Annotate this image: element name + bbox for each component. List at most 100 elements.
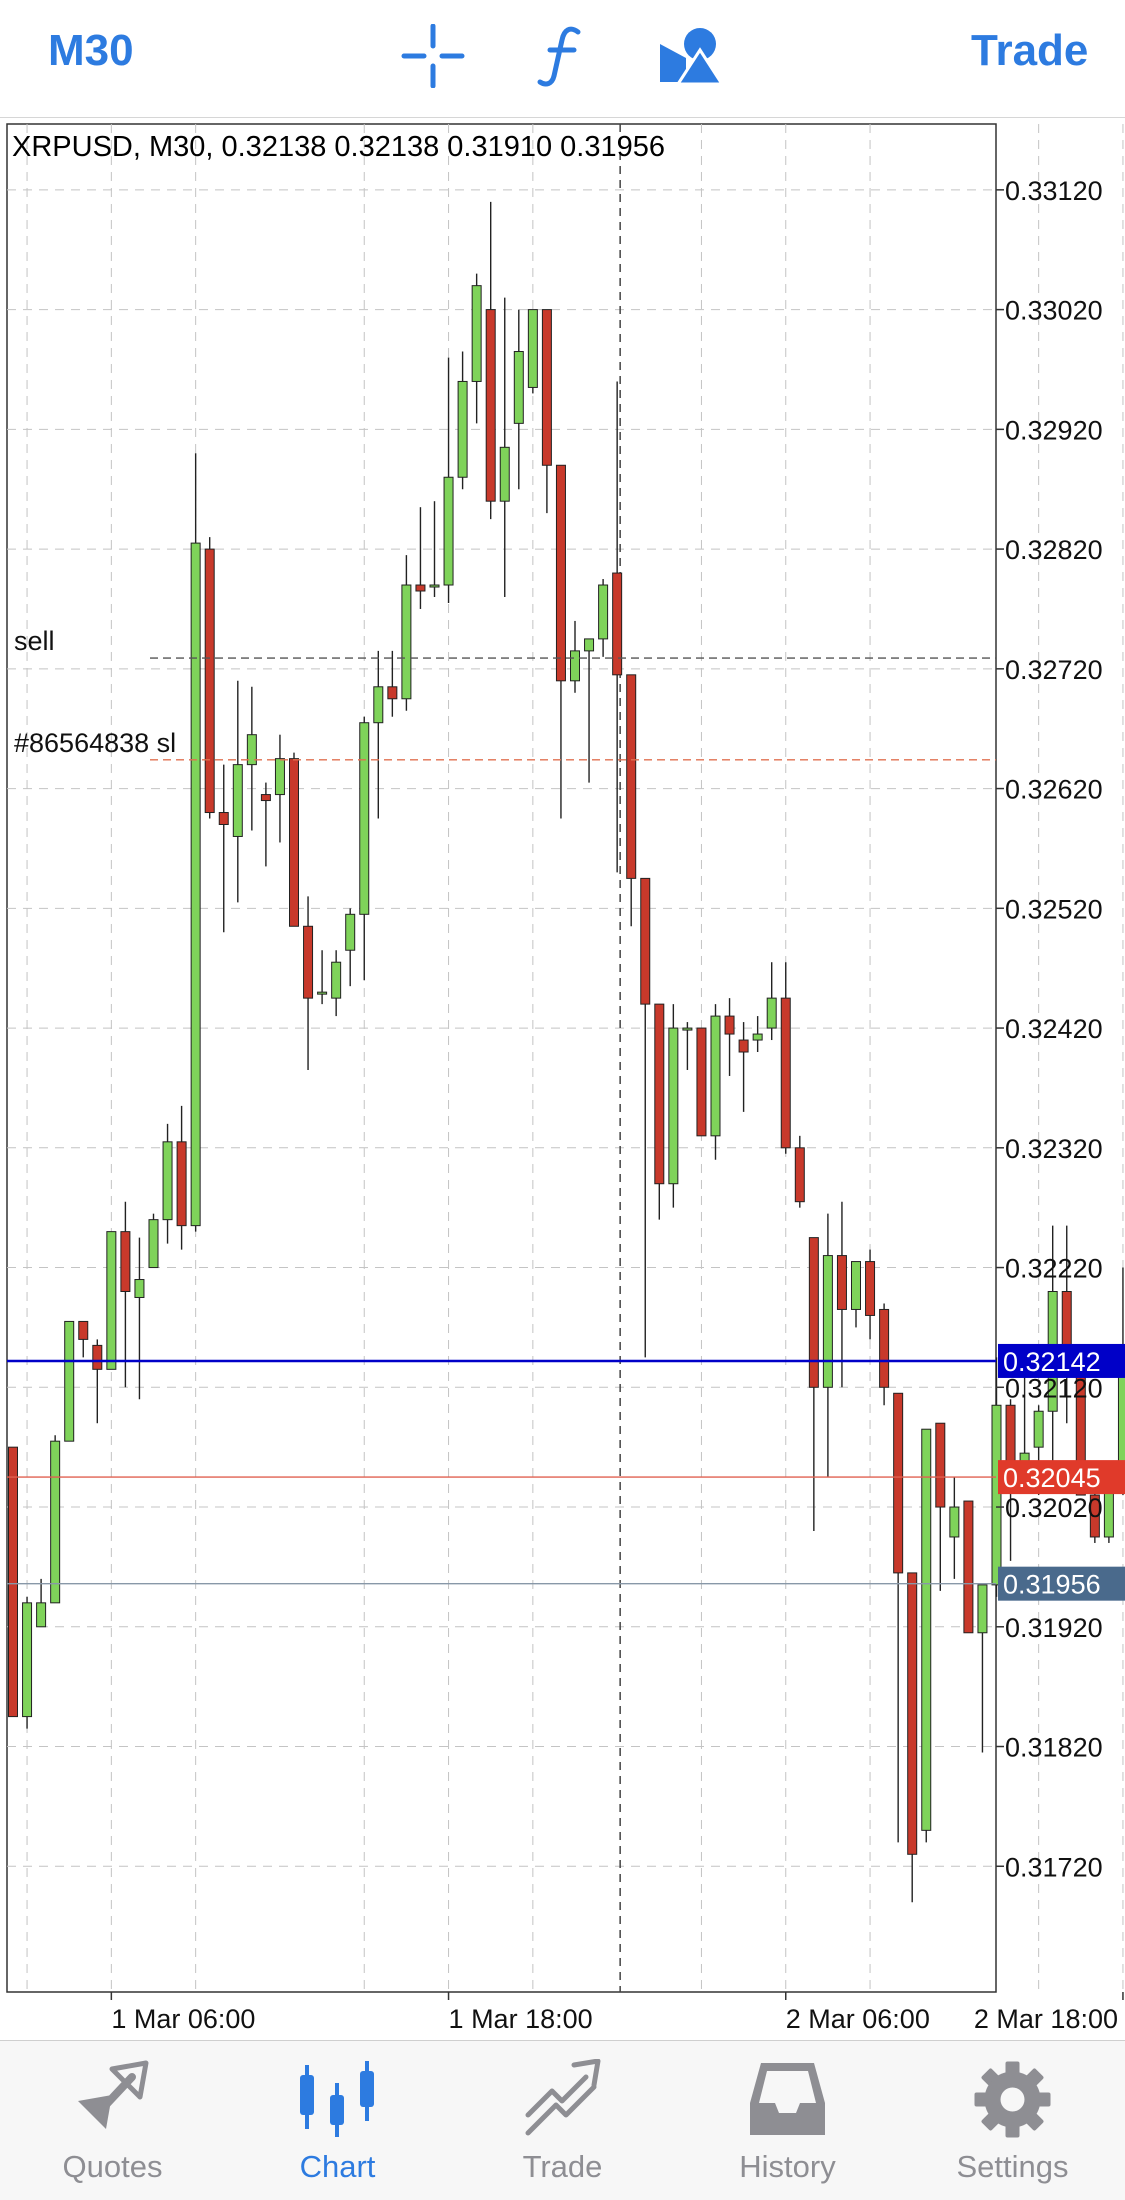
candle (908, 1573, 917, 1902)
x-tick-label: 1 Mar 06:00 (111, 2004, 255, 2034)
crosshair-icon[interactable] (398, 24, 468, 88)
y-tick-label: 0.32020 (1005, 1493, 1103, 1523)
candle-body (908, 1573, 917, 1854)
y-tick-label: 0.32820 (1005, 535, 1103, 565)
y-tick-label: 0.32620 (1005, 775, 1103, 805)
candle-body (65, 1321, 74, 1441)
candle-body (795, 1148, 804, 1202)
candle-body (23, 1603, 32, 1717)
top-toolbar: M30 Trade (0, 0, 1125, 118)
candle-body (416, 585, 425, 591)
candle (528, 310, 537, 394)
candle-body (149, 1220, 158, 1268)
history-icon (747, 2059, 828, 2140)
y-tick-label: 0.33120 (1005, 176, 1103, 206)
candle-body (753, 1034, 762, 1040)
y-axis: 0.331200.330200.329200.328200.327200.326… (996, 176, 1103, 1882)
y-tick-label: 0.31720 (1005, 1852, 1103, 1882)
y-tick-label: 0.32520 (1005, 894, 1103, 924)
candle-body (599, 585, 608, 639)
candle (107, 1232, 116, 1370)
settings-icon (972, 2059, 1053, 2140)
candle-body (163, 1142, 172, 1220)
candle-body (430, 585, 439, 587)
candle-body (809, 1238, 818, 1388)
candle (51, 1435, 60, 1603)
objects-icon[interactable] (656, 24, 726, 88)
candle-body (627, 675, 636, 879)
candle-body (261, 795, 270, 801)
tab-history[interactable]: History (675, 2041, 900, 2200)
candle-body (697, 1028, 706, 1136)
candle-body (472, 286, 481, 382)
quotes-icon (72, 2059, 153, 2140)
x-tick-label: 2 Mar 18:00 (974, 2004, 1118, 2034)
candle-body (51, 1441, 60, 1603)
candle-body (852, 1262, 861, 1310)
candle-body (950, 1507, 959, 1537)
tab-quotes[interactable]: Quotes (0, 2041, 225, 2200)
candle-body (894, 1393, 903, 1573)
candle-body (613, 573, 622, 675)
candle-body (739, 1040, 748, 1052)
candle-body (9, 1447, 18, 1716)
y-tick-label: 0.31920 (1005, 1613, 1103, 1643)
trade-button[interactable]: Trade (971, 26, 1088, 76)
candle-body (823, 1256, 832, 1388)
candle-body (374, 687, 383, 723)
candle-body (346, 914, 355, 950)
bid-price-label: 0.31956 (1003, 1570, 1101, 1600)
x-tick-label: 2 Mar 06:00 (786, 2004, 930, 2034)
candle-body (866, 1262, 875, 1316)
candle-body (107, 1232, 116, 1370)
candle (964, 1501, 973, 1633)
y-tick-label: 0.32420 (1005, 1014, 1103, 1044)
candle-body (219, 813, 228, 825)
candle-body (318, 992, 327, 994)
sl-label: #86564838 sl (14, 728, 176, 758)
y-tick-label: 0.32120 (1005, 1373, 1103, 1403)
candle-body (402, 585, 411, 699)
tab-trade[interactable]: Trade (450, 2041, 675, 2200)
candle-body (837, 1256, 846, 1310)
candle-body (1034, 1411, 1043, 1447)
candle-body (233, 765, 242, 837)
y-tick-label: 0.32920 (1005, 415, 1103, 445)
candle-body (500, 447, 509, 501)
candle-body (360, 723, 369, 915)
candle-body (936, 1423, 945, 1507)
candle-body (571, 651, 580, 681)
candle (149, 1214, 158, 1268)
candle (205, 537, 214, 818)
candle-body (683, 1028, 692, 1030)
tab-label: Quotes (0, 2149, 225, 2185)
tab-label: Trade (450, 2149, 675, 2185)
candle (191, 453, 200, 1231)
candle-body (135, 1280, 144, 1298)
function-icon[interactable] (528, 24, 598, 88)
tab-chart[interactable]: Chart (225, 2041, 450, 2200)
candle-body (964, 1501, 973, 1633)
tab-bar: Quotes Chart Trade History (0, 2040, 1125, 2200)
y-tick-label: 0.31820 (1005, 1733, 1103, 1763)
candle (669, 1004, 678, 1208)
y-tick-label: 0.32320 (1005, 1134, 1103, 1164)
candle-body (79, 1321, 88, 1339)
y-tick-label: 0.33020 (1005, 296, 1103, 326)
candle-body (388, 687, 397, 699)
timeframe-button[interactable]: M30 (48, 26, 134, 76)
trade-icon (522, 2059, 603, 2140)
candle-body (725, 1016, 734, 1034)
candle-body (514, 352, 523, 424)
candle-body (922, 1429, 931, 1830)
candle (697, 1028, 706, 1136)
tab-label: Settings (900, 2149, 1125, 2185)
candle (23, 1597, 32, 1729)
tab-settings[interactable]: Settings (900, 2041, 1125, 2200)
candle-body (290, 759, 299, 927)
candle (922, 1429, 931, 1842)
chart-icon (297, 2059, 378, 2140)
candle-body (542, 310, 551, 466)
candle-body (556, 465, 565, 681)
